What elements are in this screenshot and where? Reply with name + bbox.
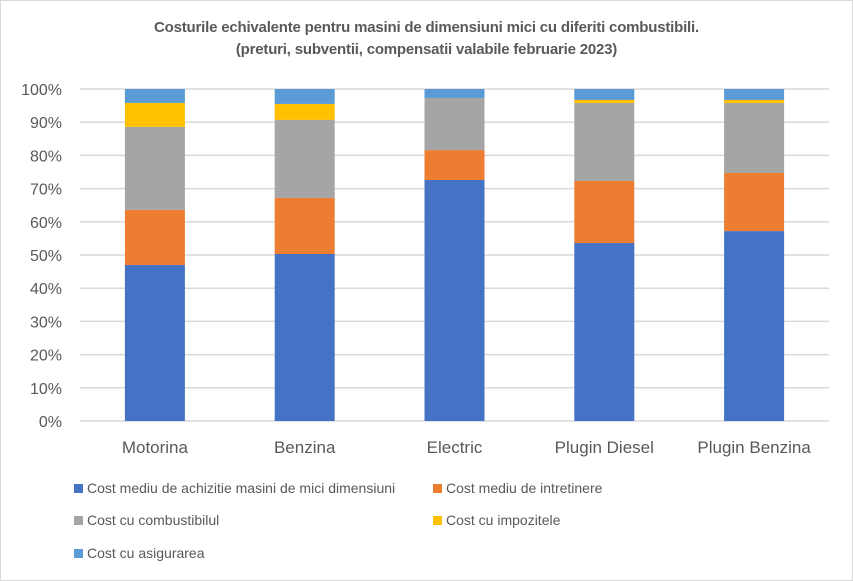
bar-segment-benzina-s3: [274, 103, 335, 120]
bar-segment-benzina-s4: [274, 89, 335, 104]
bar-segment-plugin-diesel-s4: [574, 89, 635, 100]
y-tick-label: 10%: [30, 381, 62, 398]
bar-segment-plugin-benzina-s3: [724, 99, 785, 103]
y-tick-label: 80%: [30, 148, 62, 165]
bar-segment-plugin-diesel-s0: [574, 243, 635, 421]
bar-segment-motorina-s0: [124, 264, 185, 421]
bar-segment-plugin-benzina-s4: [724, 89, 785, 100]
bar-segment-plugin-benzina-s0: [724, 231, 785, 421]
y-tick-label: 70%: [30, 182, 62, 199]
bar-segment-electric-s0: [424, 179, 485, 421]
bar-segment-electric-s4: [424, 89, 485, 98]
y-axis: 0% 10% 20% 30% 40% 50% 60% 70% 80% 90% 100%: [21, 82, 62, 431]
y-tick-label: 100%: [21, 82, 62, 99]
bars: [124, 89, 785, 421]
bar-segment-plugin-diesel-s3: [574, 99, 635, 103]
bar-segment-benzina-s0: [274, 254, 335, 421]
bar-segment-motorina-s1: [124, 209, 185, 265]
bar-segment-plugin-diesel-s2: [574, 102, 635, 181]
bar-segment-motorina-s2: [124, 126, 185, 210]
y-tick-label: 30%: [30, 314, 62, 331]
x-tick-label: Motorina: [122, 438, 189, 457]
x-tick-label: Benzina: [274, 438, 336, 457]
x-axis: Motorina Benzina Electric Plugin Diesel Plug…: [122, 438, 812, 457]
bar-segment-electric-s1: [424, 150, 485, 180]
y-tick-label: 40%: [30, 281, 62, 298]
x-tick-label: Plugin Diesel: [555, 438, 654, 457]
y-tick-label: 50%: [30, 248, 62, 265]
bar-segment-plugin-benzina-s2: [724, 102, 785, 173]
chart-title: Costurile echivalente pentru masini de d…: [154, 19, 699, 36]
bar-segment-plugin-diesel-s1: [574, 180, 635, 244]
y-tick-label: 20%: [30, 348, 62, 365]
chart-subtitle: (preturi, subventii, compensatii valabil…: [235, 41, 618, 58]
bar-segment-benzina-s1: [274, 197, 335, 255]
x-tick-label: Plugin Benzina: [697, 438, 811, 457]
bar-segment-benzina-s2: [274, 119, 335, 198]
bar-segment-motorina-s3: [124, 102, 185, 127]
y-tick-label: 90%: [30, 115, 62, 132]
bar-segment-motorina-s4: [124, 89, 185, 103]
y-tick-label: 0%: [39, 414, 62, 431]
y-tick-label: 60%: [30, 215, 62, 232]
x-tick-label: Electric: [427, 438, 483, 457]
bar-segment-plugin-benzina-s1: [724, 172, 785, 232]
bar-segment-electric-s2: [424, 97, 485, 151]
